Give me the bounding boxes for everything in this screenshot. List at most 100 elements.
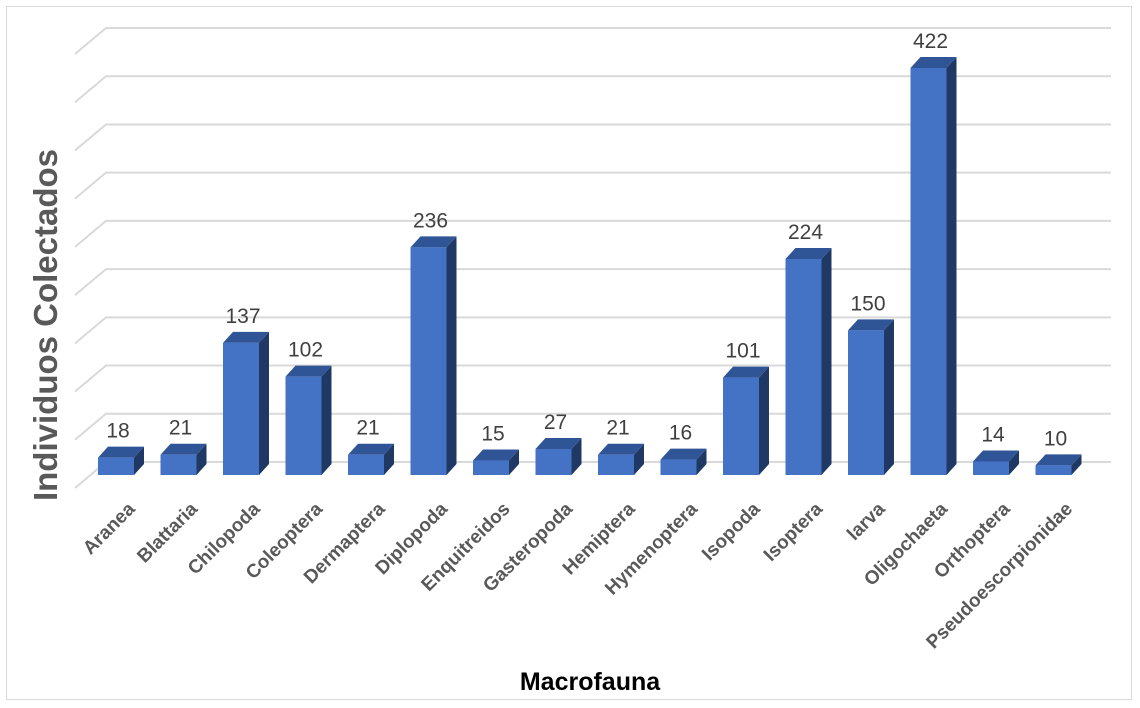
data-label: 15 [481,423,504,446]
bar-front [910,68,947,475]
bar-top [660,448,707,460]
data-label: 224 [788,221,823,244]
category-label: larva [843,498,890,545]
bar-side [134,446,144,475]
gridlines [74,27,1111,489]
bar-side [696,448,707,475]
bar-top [973,450,1019,462]
bar-front [160,454,197,475]
data-label: 21 [169,417,192,440]
gridline [74,412,1111,441]
bar-top [98,446,144,458]
bar-top [348,443,394,455]
bar-front [785,258,822,475]
bar-front [285,376,322,475]
bar-top [160,443,207,455]
bar-top [848,319,894,331]
bar-side [821,247,832,475]
data-label: 102 [288,339,323,362]
data-label: 14 [981,423,1005,446]
bar [348,443,394,475]
bar-side [509,449,519,475]
bar-side [1009,450,1019,475]
y-axis-title: Individuos Colectados [27,149,64,501]
bar [723,366,769,475]
bar [973,450,1019,475]
bar-top [410,236,457,248]
data-label: 21 [356,417,379,440]
bar [660,448,707,475]
bar [598,443,644,475]
bar-top [723,366,769,378]
bar-front [410,247,447,475]
bar-top [598,443,644,455]
bar-top [285,365,332,377]
gridline [74,171,1111,200]
bar-side [946,57,957,475]
bar-side [634,443,644,475]
data-label: 18 [106,420,129,443]
bar [535,437,582,475]
bar-front [223,342,259,475]
gridline [74,268,1111,296]
bar-side [571,437,582,475]
gridline [74,27,1111,55]
bar-front [598,454,634,475]
bar [160,443,207,475]
category-label: Aranea [79,498,140,559]
gridline [74,219,1111,248]
bar-front [1035,465,1072,475]
bar-front [348,454,384,475]
data-label: 16 [669,422,692,445]
x-axis-title: Macrofauna [520,668,661,696]
bars [98,57,1082,475]
category-labels: AraneaBlattariaChilopodaColeopteraDermap… [79,498,1077,653]
bar-top [785,247,832,259]
bar-front [723,377,759,475]
data-label: 10 [1044,427,1067,450]
gridline [74,364,1111,393]
bar-side [321,365,332,475]
bar-front [848,330,884,475]
bar-side [259,331,269,475]
gridline [74,75,1111,103]
bar-front [660,459,697,475]
data-label: 236 [413,209,448,232]
bar-front [473,460,509,475]
category-label: Isoptera [760,498,827,565]
bar-side [759,366,769,475]
bar-top [910,57,957,69]
bar-side [446,236,457,475]
bar [848,319,894,475]
data-label: 101 [725,340,760,363]
bar-side [196,443,207,475]
bar [473,449,519,475]
bar [785,247,832,475]
bar [410,236,457,475]
bar-front [535,448,572,475]
bar-top [1035,454,1082,466]
bar-top [473,449,519,461]
bar-side [1071,454,1082,475]
bar-top [535,437,582,449]
bar-front [973,461,1009,475]
bar-side [384,443,394,475]
bar [285,365,332,475]
data-label: 150 [850,292,885,315]
gridline [74,123,1111,152]
bar [910,57,957,475]
bar-front [98,457,134,475]
data-label: 137 [225,305,260,328]
data-label: 21 [606,417,629,440]
category-label: Isopoda [698,498,765,565]
value-labels: 18 21 137 102 21 236 15 27 21 16 101 224 150 422 14 10 [106,30,1067,450]
bar-side [884,319,894,475]
bar [223,331,269,475]
bar [98,446,144,475]
data-label: 422 [913,30,948,53]
bar [1035,454,1082,475]
bar-top [223,331,269,343]
gridline [74,316,1111,345]
data-label: 27 [544,411,567,434]
